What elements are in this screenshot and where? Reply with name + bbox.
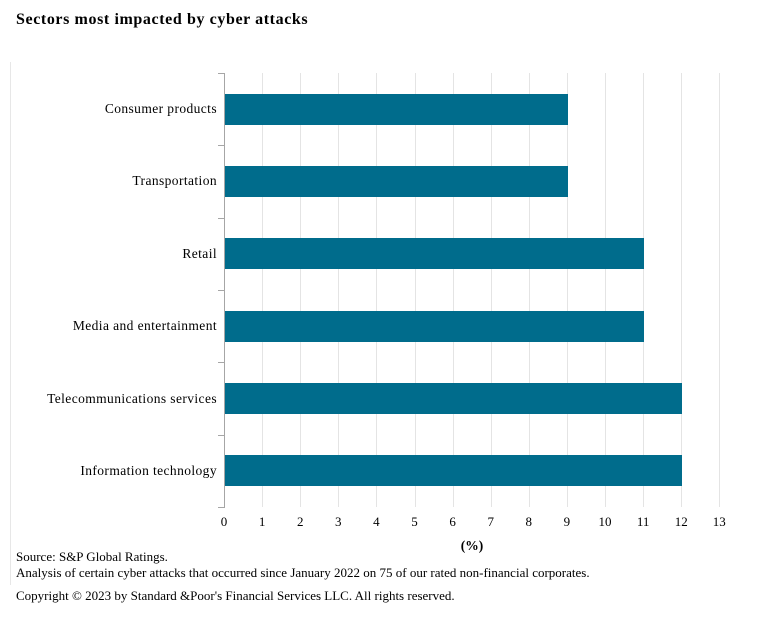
copyright-note: Copyright © 2023 by Standard &Poor's Fin… (16, 588, 455, 603)
bar (225, 311, 644, 342)
x-tick-label: 13 (712, 514, 726, 529)
x-tick-label: 1 (258, 514, 266, 529)
x-tick-label: 6 (449, 514, 456, 529)
gridline (490, 73, 492, 507)
category-label: Transportation (132, 173, 217, 188)
gridline (376, 73, 378, 507)
x-tick-label: 9 (563, 514, 571, 529)
x-axis-label: (%) (460, 538, 484, 553)
category-label: Information technology (80, 463, 217, 478)
category-label: Media and entertainment (72, 318, 217, 333)
gridline (262, 73, 264, 507)
gridline (414, 73, 416, 507)
category-tick (218, 507, 225, 508)
analysis-note: Analysis of certain cyber attacks that o… (16, 565, 590, 580)
bar (225, 94, 568, 125)
x-tick-label: 5 (411, 514, 418, 529)
chart-frame-left-border (10, 62, 11, 585)
x-tick-label: 11 (636, 514, 650, 529)
gridline (566, 73, 568, 507)
category-tick (218, 145, 225, 146)
gridline (719, 73, 721, 507)
source-note: Source: S&P Global Ratings. (16, 549, 168, 564)
category-tick (218, 218, 225, 219)
gridline (681, 73, 683, 507)
category-tick (218, 362, 225, 363)
x-tick-label: 4 (373, 514, 380, 529)
category-label: Retail (182, 246, 217, 261)
gridline (338, 73, 340, 507)
page-title: Sectors most impacted by cyber attacks (16, 11, 309, 28)
bar (225, 383, 682, 414)
bar (225, 238, 644, 269)
x-tick-label: 10 (598, 514, 612, 529)
x-tick-label: 7 (487, 514, 494, 529)
x-tick-label: 3 (335, 514, 342, 529)
category-tick (218, 73, 225, 74)
bar (225, 166, 568, 197)
gridline (528, 73, 530, 507)
x-tick-label: 0 (220, 514, 228, 529)
x-tick-label: 12 (674, 514, 688, 529)
category-label: Telecommunications services (47, 391, 217, 406)
x-tick-label: 8 (525, 514, 533, 529)
plot-area (218, 73, 721, 508)
gridline (605, 73, 606, 507)
category-label: Consumer products (104, 101, 217, 116)
category-tick (218, 435, 225, 436)
gridline (300, 73, 302, 507)
x-tick-label: 2 (296, 514, 304, 529)
bar (225, 455, 682, 486)
gridline (643, 73, 645, 507)
gridline (452, 73, 454, 507)
category-tick (218, 290, 225, 291)
